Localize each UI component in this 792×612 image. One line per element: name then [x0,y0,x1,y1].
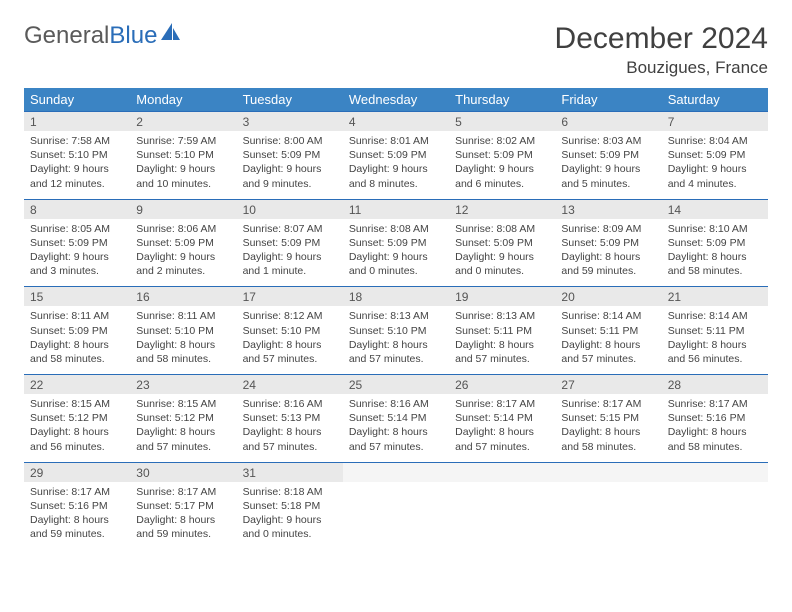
day-number-cell: 5 [449,112,555,131]
day-detail-cell: Sunrise: 8:10 AMSunset: 5:09 PMDaylight:… [662,219,768,287]
day-detail-cell: Sunrise: 8:15 AMSunset: 5:12 PMDaylight:… [130,394,236,462]
logo-text-2: Blue [109,22,157,50]
day-detail-cell: Sunrise: 8:17 AMSunset: 5:16 PMDaylight:… [24,482,130,550]
day-number-row: 293031 [24,463,768,482]
day-detail-cell [343,482,449,550]
day-detail-row: Sunrise: 8:11 AMSunset: 5:09 PMDaylight:… [24,306,768,374]
day-number-cell: 7 [662,112,768,131]
day-detail-cell: Sunrise: 8:01 AMSunset: 5:09 PMDaylight:… [343,131,449,199]
day-number-cell: 1 [24,112,130,131]
calendar-body: 1234567Sunrise: 7:58 AMSunset: 5:10 PMDa… [24,112,768,550]
day-number-cell: 21 [662,287,768,306]
day-detail-cell: Sunrise: 8:08 AMSunset: 5:09 PMDaylight:… [449,219,555,287]
weekday-header: Sunday [24,88,130,112]
day-number-cell: 30 [130,463,236,482]
day-number-cell: 11 [343,200,449,219]
day-number-cell: 26 [449,375,555,394]
day-number-cell: 23 [130,375,236,394]
day-number-cell: 31 [237,463,343,482]
header: GeneralBlue December 2024 Bouzigues, Fra… [24,22,768,78]
day-number-cell: 24 [237,375,343,394]
weekday-header: Thursday [449,88,555,112]
day-detail-cell: Sunrise: 8:14 AMSunset: 5:11 PMDaylight:… [662,306,768,374]
day-detail-row: Sunrise: 8:17 AMSunset: 5:16 PMDaylight:… [24,482,768,550]
day-number-cell: 20 [555,287,661,306]
day-detail-cell: Sunrise: 8:11 AMSunset: 5:10 PMDaylight:… [130,306,236,374]
day-detail-cell: Sunrise: 8:16 AMSunset: 5:14 PMDaylight:… [343,394,449,462]
calendar-table: SundayMondayTuesdayWednesdayThursdayFrid… [24,88,768,549]
day-number-cell [662,463,768,482]
day-detail-cell: Sunrise: 8:17 AMSunset: 5:16 PMDaylight:… [662,394,768,462]
weekday-header: Wednesday [343,88,449,112]
day-detail-cell: Sunrise: 8:11 AMSunset: 5:09 PMDaylight:… [24,306,130,374]
day-number-cell [449,463,555,482]
day-detail-cell: Sunrise: 8:06 AMSunset: 5:09 PMDaylight:… [130,219,236,287]
day-number-cell: 12 [449,200,555,219]
title-block: December 2024 Bouzigues, France [555,22,768,78]
day-number-cell: 17 [237,287,343,306]
day-detail-row: Sunrise: 8:15 AMSunset: 5:12 PMDaylight:… [24,394,768,462]
day-detail-row: Sunrise: 7:58 AMSunset: 5:10 PMDaylight:… [24,131,768,199]
day-number-cell: 16 [130,287,236,306]
day-number-cell: 15 [24,287,130,306]
day-detail-cell: Sunrise: 7:58 AMSunset: 5:10 PMDaylight:… [24,131,130,199]
day-number-cell: 18 [343,287,449,306]
weekday-header: Friday [555,88,661,112]
day-detail-cell: Sunrise: 8:17 AMSunset: 5:14 PMDaylight:… [449,394,555,462]
day-detail-cell: Sunrise: 8:16 AMSunset: 5:13 PMDaylight:… [237,394,343,462]
day-detail-cell: Sunrise: 8:15 AMSunset: 5:12 PMDaylight:… [24,394,130,462]
day-detail-cell: Sunrise: 8:17 AMSunset: 5:15 PMDaylight:… [555,394,661,462]
day-number-cell: 6 [555,112,661,131]
weekday-header: Saturday [662,88,768,112]
day-number-row: 891011121314 [24,200,768,219]
logo-sail-icon [160,21,182,49]
day-number-cell: 28 [662,375,768,394]
day-number-cell: 2 [130,112,236,131]
day-number-cell: 13 [555,200,661,219]
day-number-row: 15161718192021 [24,287,768,306]
logo-text-1: General [24,22,109,50]
day-detail-cell [449,482,555,550]
day-detail-cell: Sunrise: 8:00 AMSunset: 5:09 PMDaylight:… [237,131,343,199]
location: Bouzigues, France [555,58,768,78]
day-number-cell: 27 [555,375,661,394]
day-detail-cell: Sunrise: 7:59 AMSunset: 5:10 PMDaylight:… [130,131,236,199]
day-detail-cell: Sunrise: 8:05 AMSunset: 5:09 PMDaylight:… [24,219,130,287]
day-detail-cell: Sunrise: 8:02 AMSunset: 5:09 PMDaylight:… [449,131,555,199]
logo: GeneralBlue [24,22,182,50]
day-number-cell [343,463,449,482]
weekday-header-row: SundayMondayTuesdayWednesdayThursdayFrid… [24,88,768,112]
day-detail-cell: Sunrise: 8:08 AMSunset: 5:09 PMDaylight:… [343,219,449,287]
day-number-row: 1234567 [24,112,768,131]
day-detail-row: Sunrise: 8:05 AMSunset: 5:09 PMDaylight:… [24,219,768,287]
day-number-cell: 10 [237,200,343,219]
day-number-cell: 4 [343,112,449,131]
day-number-cell: 29 [24,463,130,482]
day-number-cell: 14 [662,200,768,219]
day-number-cell: 9 [130,200,236,219]
day-detail-cell: Sunrise: 8:07 AMSunset: 5:09 PMDaylight:… [237,219,343,287]
weekday-header: Tuesday [237,88,343,112]
day-detail-cell: Sunrise: 8:17 AMSunset: 5:17 PMDaylight:… [130,482,236,550]
day-detail-cell: Sunrise: 8:03 AMSunset: 5:09 PMDaylight:… [555,131,661,199]
day-number-cell: 3 [237,112,343,131]
day-detail-cell: Sunrise: 8:18 AMSunset: 5:18 PMDaylight:… [237,482,343,550]
day-detail-cell: Sunrise: 8:13 AMSunset: 5:11 PMDaylight:… [449,306,555,374]
weekday-header: Monday [130,88,236,112]
day-detail-cell: Sunrise: 8:14 AMSunset: 5:11 PMDaylight:… [555,306,661,374]
day-detail-cell: Sunrise: 8:04 AMSunset: 5:09 PMDaylight:… [662,131,768,199]
day-detail-cell: Sunrise: 8:09 AMSunset: 5:09 PMDaylight:… [555,219,661,287]
day-number-row: 22232425262728 [24,375,768,394]
day-detail-cell: Sunrise: 8:13 AMSunset: 5:10 PMDaylight:… [343,306,449,374]
day-number-cell: 22 [24,375,130,394]
day-number-cell [555,463,661,482]
day-detail-cell: Sunrise: 8:12 AMSunset: 5:10 PMDaylight:… [237,306,343,374]
month-title: December 2024 [555,22,768,56]
day-detail-cell [662,482,768,550]
day-number-cell: 8 [24,200,130,219]
day-number-cell: 19 [449,287,555,306]
day-detail-cell [555,482,661,550]
day-number-cell: 25 [343,375,449,394]
